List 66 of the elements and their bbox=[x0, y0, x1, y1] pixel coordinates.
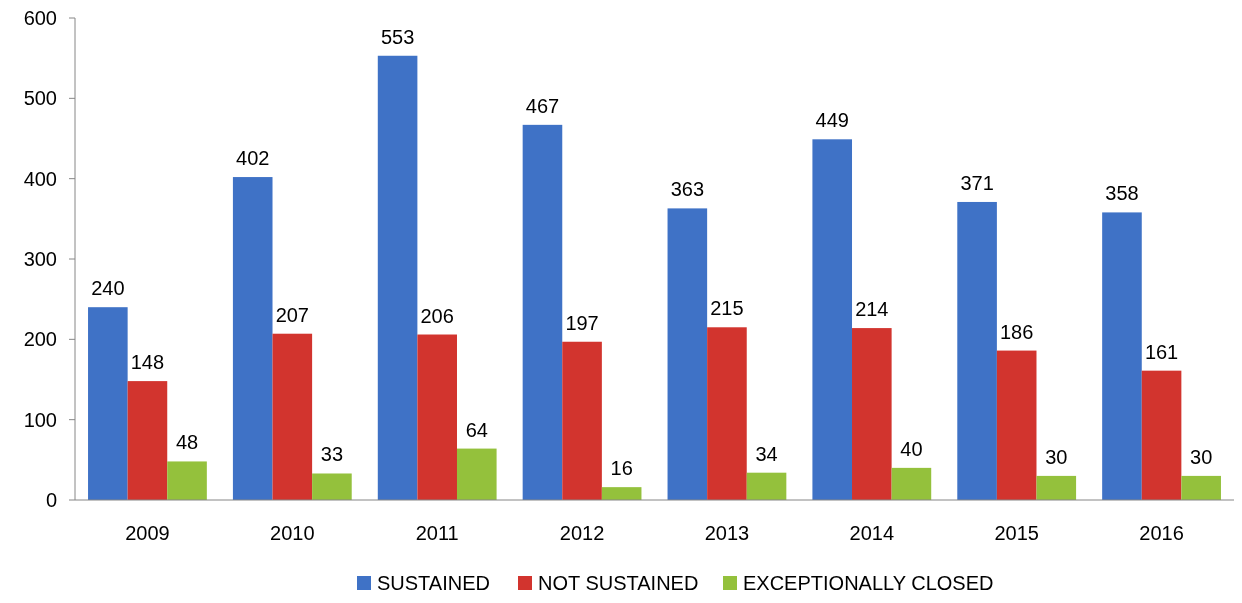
bar bbox=[1181, 475, 1221, 500]
y-tick-label: 200 bbox=[23, 328, 57, 351]
bar bbox=[417, 334, 457, 500]
bar bbox=[167, 461, 207, 500]
data-label: 207 bbox=[275, 303, 309, 326]
y-tick-label: 600 bbox=[23, 7, 57, 29]
bar bbox=[232, 177, 273, 500]
data-label: 449 bbox=[815, 109, 849, 132]
data-label: 358 bbox=[1105, 182, 1139, 205]
x-tick-label: 2010 bbox=[270, 522, 315, 544]
bar bbox=[1141, 370, 1182, 500]
bar bbox=[746, 472, 787, 500]
data-label: 214 bbox=[855, 298, 889, 321]
y-tick-label: 0 bbox=[45, 489, 57, 511]
bar bbox=[1102, 212, 1142, 500]
data-label: 467 bbox=[525, 94, 560, 117]
x-tick-label: 2009 bbox=[125, 522, 170, 544]
legend-label: EXCEPTIONALLY CLOSED bbox=[743, 572, 994, 594]
data-label: 215 bbox=[710, 297, 744, 320]
data-label: 186 bbox=[1000, 320, 1034, 343]
data-label: 240 bbox=[91, 277, 125, 300]
bar bbox=[272, 333, 313, 500]
bar bbox=[957, 201, 997, 500]
x-tick-label: 2013 bbox=[704, 522, 750, 544]
x-tick-label: 2014 bbox=[849, 522, 895, 544]
bar bbox=[312, 473, 352, 500]
bar bbox=[522, 124, 563, 500]
data-label: 402 bbox=[236, 147, 270, 170]
bar bbox=[852, 328, 892, 500]
bar bbox=[562, 341, 602, 500]
bar bbox=[88, 307, 128, 500]
bar bbox=[812, 139, 853, 500]
data-label: 363 bbox=[670, 178, 705, 201]
x-tick-label: 2015 bbox=[994, 522, 1039, 544]
data-label: 48 bbox=[175, 431, 199, 454]
bar bbox=[707, 327, 747, 500]
bar bbox=[377, 55, 418, 500]
x-tick-label: 2011 bbox=[415, 522, 459, 544]
y-tick-label: 400 bbox=[23, 167, 57, 190]
bar bbox=[456, 448, 497, 500]
bar bbox=[1036, 475, 1077, 500]
data-label: 371 bbox=[960, 171, 994, 194]
y-tick-label: 500 bbox=[23, 87, 57, 110]
data-label: 148 bbox=[130, 351, 165, 374]
data-label: 64 bbox=[465, 418, 488, 441]
bar bbox=[601, 487, 642, 500]
data-label: 34 bbox=[755, 442, 778, 465]
data-label: 206 bbox=[420, 304, 454, 327]
data-label: 40 bbox=[900, 437, 923, 460]
bar bbox=[667, 208, 708, 500]
data-label: 197 bbox=[565, 311, 599, 334]
data-label: 16 bbox=[610, 457, 633, 480]
data-label: 30 bbox=[1190, 445, 1213, 468]
legend-label: SUSTAINED bbox=[377, 572, 490, 594]
bar bbox=[127, 381, 168, 500]
data-label: 553 bbox=[380, 25, 415, 48]
y-tick-label: 100 bbox=[23, 408, 57, 431]
bar bbox=[996, 350, 1037, 500]
data-label: 33 bbox=[320, 443, 344, 466]
x-tick-label: 2016 bbox=[1139, 522, 1184, 544]
legend-label: NOT SUSTAINED bbox=[538, 572, 699, 594]
bar bbox=[891, 467, 932, 500]
y-tick-label: 300 bbox=[23, 248, 57, 270]
x-tick-label: 2012 bbox=[559, 522, 605, 544]
data-label: 161 bbox=[1144, 340, 1179, 363]
data-label: 30 bbox=[1045, 445, 1068, 468]
